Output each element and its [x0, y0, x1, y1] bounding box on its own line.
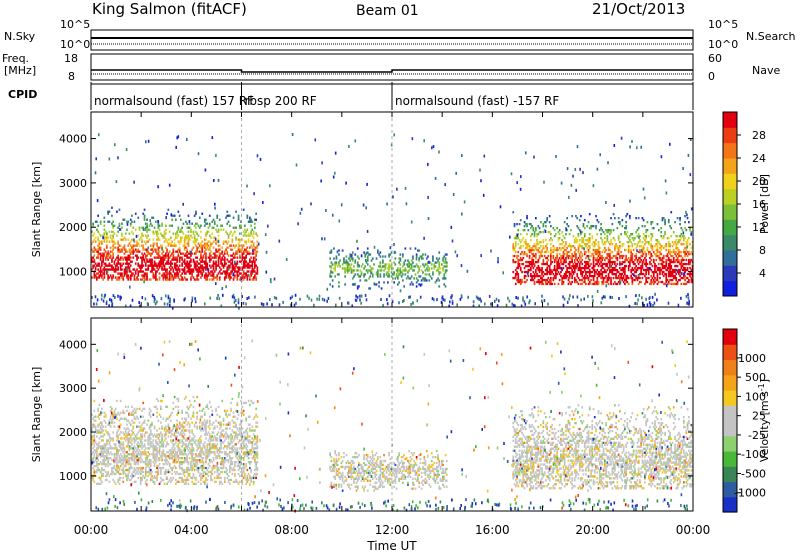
velocity-ylabel: Slant Range [km] — [30, 367, 43, 463]
power-colorbar-tick-6: 4 — [759, 267, 766, 280]
velocity-ytick-label-3: 1000 — [59, 470, 87, 483]
power-colorbar-swatch-11 — [723, 112, 737, 128]
nave-tick-top: 60 — [708, 52, 722, 65]
power-colorbar-swatch-6 — [723, 188, 737, 205]
date-title: 21/Oct/2013 — [592, 0, 686, 18]
velocity-colorbar-tick-0: 1000 — [738, 352, 766, 365]
velocity-colorbar-swatch-7 — [723, 390, 737, 406]
power-colorbar-swatch-8 — [723, 158, 737, 174]
power-colorbar-tick-4: 12 — [752, 221, 766, 234]
freq-unit-label: [MHz] — [4, 64, 37, 77]
power-colorbar-swatch-1 — [723, 265, 737, 282]
nsky-tick-bottom: 10^0 — [60, 38, 91, 51]
velocity-xtick-label-2: 08:00 — [274, 523, 309, 537]
power-echo-cells — [91, 133, 694, 310]
power-colorbar-swatch-9 — [723, 142, 737, 159]
power-ytick-label-3: 1000 — [59, 266, 87, 279]
freq-tick-top: 18 — [64, 52, 78, 65]
velocity-xtick-label-3: 12:00 — [375, 523, 410, 537]
velocity-colorbar-tick-2: 100 — [745, 390, 766, 403]
cpid-segment-label-2: normalsound (fast) -157 RF — [395, 94, 559, 108]
velocity-colorbar-swatch-11 — [723, 329, 737, 345]
power-colorbar-swatch-2 — [723, 250, 737, 266]
power-colorbar-swatch-4 — [723, 219, 737, 236]
power-ylabel: Slant Range [km] — [30, 162, 43, 258]
velocity-colorbar-swatch-9 — [723, 359, 737, 376]
velocity-xtick-label-1: 04:00 — [174, 523, 209, 537]
power-colorbar-swatch-10 — [723, 127, 737, 144]
power-colorbar-tick-0: 28 — [752, 129, 766, 142]
velocity-colorbar-tick-7: -1000 — [734, 487, 766, 500]
velocity-colorbar-swatch-5 — [723, 420, 737, 437]
power-colorbar-swatch-5 — [723, 204, 737, 220]
power-panel: 4000 3000 2000 1000 Slant Range [km] 28 24 20 16… — [30, 111, 771, 310]
velocity-colorbar-tick-4: -25 — [748, 429, 766, 442]
cpid-segment-label-1: rbsp 200 RF — [245, 94, 317, 108]
velocity-panel: 4000 3000 2000 1000 Slant Range [km] 1000 500 1… — [30, 317, 771, 553]
power-colorbar-swatch-3 — [723, 234, 737, 251]
velocity-colorbar-swatch-1 — [723, 481, 737, 498]
velocity-colorbar-label: Velocity [m s-1] — [757, 379, 771, 462]
velocity-colorbar-tick-5: -100 — [741, 448, 766, 461]
nsearch-label: N.Search — [746, 30, 796, 43]
velocity-colorbar-frame — [722, 328, 738, 513]
freq-label: Freq. — [2, 52, 30, 65]
velocity-colorbar-swatch-0 — [723, 496, 737, 513]
nsky-tick-top: 10^5 — [60, 18, 91, 31]
nave-tick-bottom: 0 — [708, 70, 715, 83]
nsearch-tick-top: 10^5 — [708, 18, 739, 31]
power-colorbar-tick-3: 16 — [752, 198, 766, 211]
power-ytick-label-1: 3000 — [59, 177, 87, 190]
freq-tick-bottom: 8 — [68, 70, 75, 83]
velocity-colorbar-swatch-6 — [723, 405, 737, 422]
strip-frame-1 — [90, 53, 694, 81]
velocity-colorbar-tick-3: 25 — [752, 410, 766, 423]
power-colorbar-swatch-7 — [723, 173, 737, 190]
velocity-colorbar-swatch-3 — [723, 451, 737, 467]
nsky-label: N.Sky — [4, 30, 36, 43]
velocity-xtick-label-6: 00:00 — [676, 523, 711, 537]
nsearch-tick-bottom: 10^0 — [708, 38, 739, 51]
power-colorbar-tick-5: 8 — [759, 244, 766, 257]
velocity-colorbar-swatch-8 — [723, 374, 737, 391]
velocity-echo-cells — [91, 339, 694, 513]
velocity-colorbar-tick-6: -500 — [741, 467, 766, 480]
velocity-xtick-label-0: 00:00 — [74, 523, 109, 537]
velocity-xlabel: Time UT — [366, 539, 417, 553]
velocity-colorbar-swatch-2 — [723, 466, 737, 483]
power-colorbar-tick-2: 20 — [752, 175, 766, 188]
power-colorbar-tick-1: 24 — [752, 152, 766, 165]
station-title: King Salmon (fitACF) — [92, 0, 247, 18]
velocity-ytick-label-1: 3000 — [59, 382, 87, 395]
beam-title: Beam 01 — [356, 3, 419, 19]
freq-trace — [91, 69, 693, 73]
velocity-xtick-label-4: 16:00 — [475, 523, 510, 537]
nave-label: Nave — [752, 64, 781, 77]
velocity-colorbar-swatch-10 — [723, 344, 737, 361]
power-ytick-label-0: 4000 — [59, 133, 87, 146]
velocity-xtick-label-5: 20:00 — [575, 523, 610, 537]
power-colorbar-swatch-0 — [723, 280, 737, 297]
velocity-ytick-label-2: 2000 — [59, 426, 87, 439]
strip-frame-0 — [90, 29, 694, 51]
velocity-ytick-label-0: 4000 — [59, 338, 87, 351]
velocity-colorbar-tick-1: 500 — [745, 371, 766, 384]
power-ytick-label-2: 2000 — [59, 221, 87, 234]
cpid-label: CPID — [8, 88, 38, 101]
velocity-colorbar-swatch-4 — [723, 435, 737, 452]
cpid-segment-label-0: normalsound (fast) 157 RF — [94, 94, 254, 108]
power-colorbar-label: Power [dB] — [758, 174, 771, 234]
